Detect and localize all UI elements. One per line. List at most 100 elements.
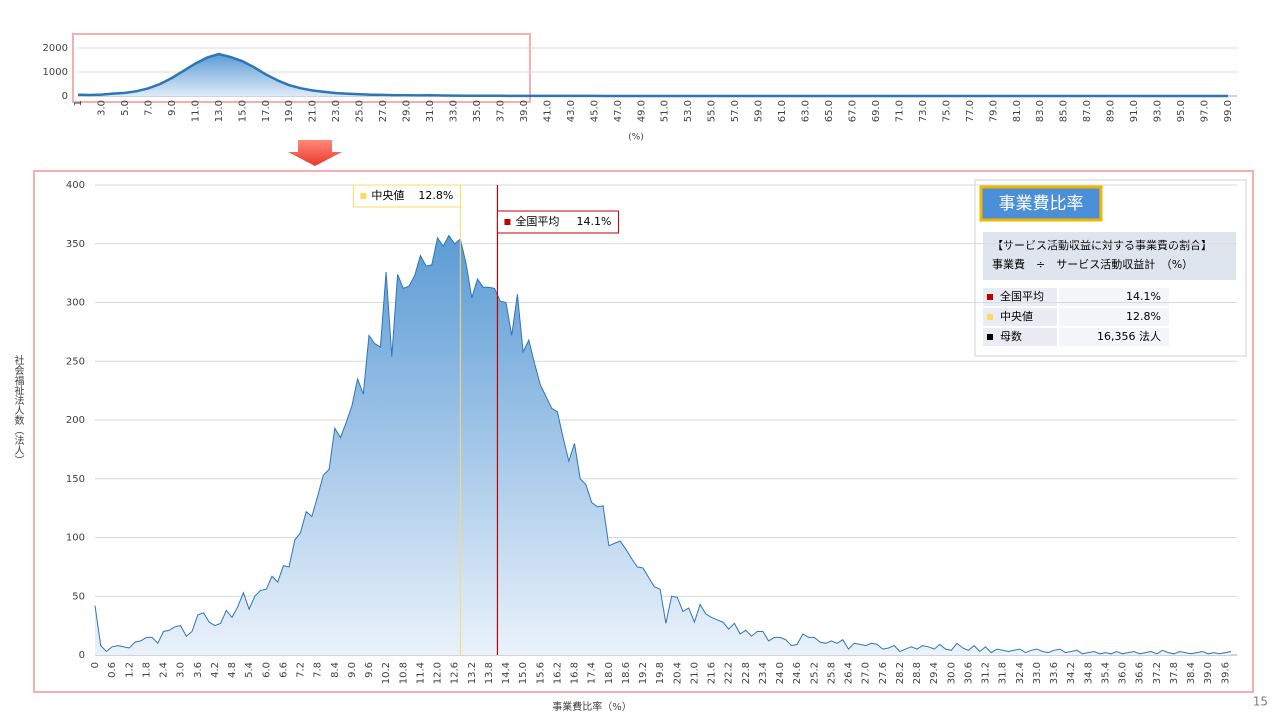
- x-tick-label: 6.6: [278, 662, 289, 678]
- marker-value: 14.1%: [576, 215, 611, 228]
- x-tick-label: 63.0: [801, 100, 812, 122]
- x-tick-label: 19.0: [284, 100, 295, 122]
- x-tick-label: 79.0: [988, 100, 999, 122]
- x-tick-label: 15.0: [518, 662, 529, 684]
- x-tick-label: 27.0: [861, 662, 872, 684]
- info-box: 事業費比率 【サービス活動収益に対する事業費の割合】 事業費 ÷ サービス活動収…: [974, 179, 1247, 357]
- y-axis-title: 社会福祉法人数（法人）: [12, 354, 24, 465]
- x-tick-label: 1.8: [141, 662, 152, 678]
- x-tick-label: 93.0: [1153, 100, 1164, 122]
- x-tick-label: 15.0: [237, 100, 248, 122]
- y-tick-label: 250: [66, 356, 85, 367]
- x-tick-label: 3.0: [96, 100, 107, 116]
- x-tick-label: 33.6: [1049, 662, 1060, 684]
- x-tick-label: 6.0: [261, 662, 272, 678]
- x-tick-label: 30.6: [963, 662, 974, 684]
- x-tick-label: 17.0: [261, 100, 272, 122]
- y-tick-label: 300: [66, 298, 85, 309]
- x-tick-label: 33.0: [1032, 662, 1043, 684]
- x-tick-label: 5.0: [120, 100, 131, 116]
- x-tick-label: 85.0: [1059, 100, 1070, 122]
- line: [77, 52, 1228, 98]
- row-value: 12.8%: [1126, 310, 1161, 323]
- x-tick-label: 11.0: [190, 100, 201, 122]
- formula: 事業費 ÷ サービス活動収益計 （%）: [992, 257, 1193, 271]
- marker-swatch: [360, 193, 367, 199]
- x-tick-label: 9.0: [167, 100, 178, 116]
- y-tick-label: 150: [66, 474, 85, 485]
- x-tick-label: 13.8: [484, 662, 495, 684]
- x-tick-label: 7.0: [143, 100, 154, 116]
- y-tick-label: 100: [66, 533, 85, 544]
- x-tick-label: 33.0: [449, 100, 460, 122]
- line: [94, 234, 1232, 655]
- row-swatch: [987, 334, 993, 340]
- zoom-frame: [72, 33, 531, 103]
- page-number: 15: [1253, 695, 1268, 709]
- x-tick-label: 53.0: [683, 100, 694, 122]
- x-tick-label: 51.0: [660, 100, 671, 122]
- x-tick-label: 31.0: [425, 100, 436, 122]
- y-tick-label: 200: [66, 415, 85, 426]
- x-tick-label: 2.4: [159, 662, 170, 678]
- x-tick-label: 73.0: [918, 100, 929, 122]
- x-tick-label: 41.0: [542, 100, 553, 122]
- x-tick-label: 39.0: [1203, 662, 1214, 684]
- x-tick-label: 69.0: [871, 100, 882, 122]
- row-label: 全国平均: [1000, 289, 1044, 303]
- x-tick-label: 47.0: [613, 100, 624, 122]
- main-frame: [33, 170, 1254, 693]
- x-tick-label: 23.0: [331, 100, 342, 122]
- x-tick-label: 36.0: [1118, 662, 1129, 684]
- x-tick-label: 49.0: [636, 100, 647, 122]
- x-tick-label: 12.6: [450, 662, 461, 684]
- x-tick-label: 59.0: [754, 100, 765, 122]
- x-tick-label: 23.4: [758, 662, 769, 684]
- x-tick-label: 24.0: [775, 662, 786, 684]
- x-tick-label: 7.2: [296, 662, 307, 678]
- x-tick-label: 27.0: [378, 100, 389, 122]
- x-tick-label: 87.0: [1082, 100, 1093, 122]
- x-tick-label: 4.8: [227, 662, 238, 678]
- x-tick-label: 65.0: [824, 100, 835, 122]
- arrow: [288, 140, 342, 166]
- x-tick-label: 45.0: [589, 100, 600, 122]
- x-tick-label: 15.6: [535, 662, 546, 684]
- x-tick-label: 16.2: [552, 662, 563, 684]
- x-tick-label: 0: [90, 662, 101, 668]
- marker-label: 中央値: [371, 189, 404, 202]
- x-tick-label: 34.2: [1066, 662, 1077, 684]
- x-tick-label: 26.4: [844, 662, 855, 684]
- row-label: 中央値: [1000, 310, 1033, 323]
- row-bg: [983, 288, 1057, 306]
- x-tick-label: 43.0: [566, 100, 577, 122]
- x-tick-label: 37.2: [1152, 662, 1163, 684]
- marker-box: [496, 210, 619, 234]
- x-tick-label: 19.8: [655, 662, 666, 684]
- area: [78, 54, 1228, 96]
- x-tick-label: 95.0: [1176, 100, 1187, 122]
- x-tick-label: 61.0: [777, 100, 788, 122]
- row-bg: [1059, 308, 1169, 326]
- x-tick-label: 97.0: [1200, 100, 1211, 122]
- row-swatch: [987, 294, 993, 300]
- x-tick-label: 55.0: [707, 100, 718, 122]
- x-tick-label: 31.2: [981, 662, 992, 684]
- x-tick-label: 36.6: [1135, 662, 1146, 684]
- row-swatch: [987, 314, 993, 320]
- x-tick-label: 99.0: [1223, 100, 1234, 122]
- x-tick-label: 17.4: [587, 662, 598, 684]
- x-tick-label: 10.8: [398, 662, 409, 684]
- x-tick-label: 37.8: [1169, 662, 1180, 684]
- y-tick-label: 2000: [43, 43, 68, 54]
- x-tick-label: 30.0: [946, 662, 957, 684]
- y-tick-label: 400: [66, 180, 85, 191]
- y-tick-label: 0: [79, 650, 85, 661]
- x-tick-label: 28.2: [895, 662, 906, 684]
- x-tick-label: 21.0: [689, 662, 700, 684]
- x-tick-label: 18.6: [621, 662, 632, 684]
- x-tick-label: 91.0: [1129, 100, 1140, 122]
- x-tick-label: 1: [73, 100, 84, 106]
- x-tick-label: 14.4: [501, 662, 512, 684]
